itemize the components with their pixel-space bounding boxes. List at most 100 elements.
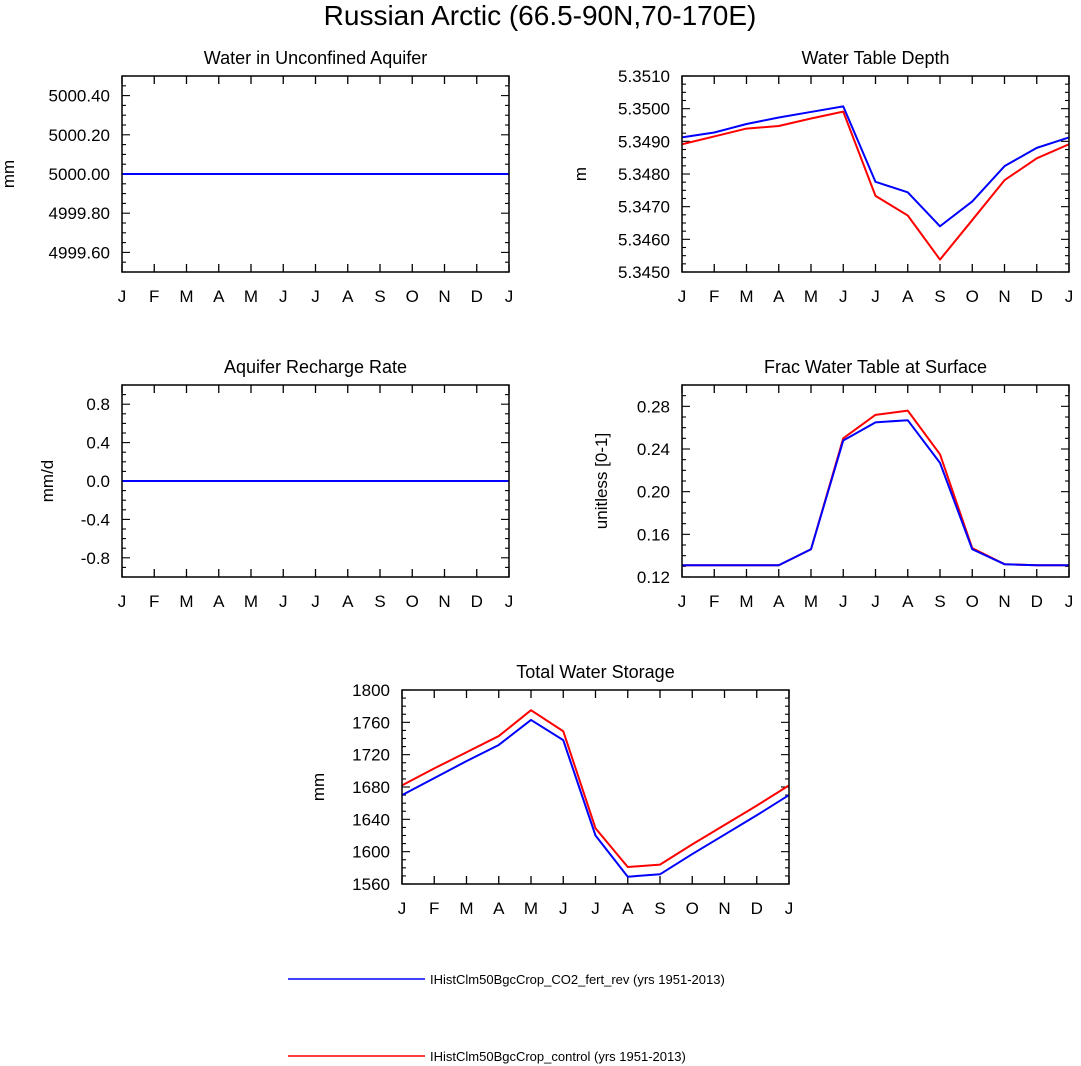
- x-tick-label: A: [773, 592, 785, 611]
- x-tick-label: J: [311, 592, 320, 611]
- series-line-control: [401, 709, 790, 869]
- x-tick-label: J: [678, 287, 687, 306]
- x-tick-label: O: [406, 592, 419, 611]
- x-tick-label: F: [149, 287, 159, 306]
- x-tick-label: M: [244, 287, 258, 306]
- x-tick-label: N: [998, 287, 1010, 306]
- x-tick-label: J: [118, 287, 127, 306]
- series-line-control: [681, 110, 1070, 261]
- x-tick-label: F: [709, 592, 719, 611]
- x-tick-label: D: [751, 899, 763, 918]
- plot-frame: [121, 75, 510, 273]
- y-tick-label: 5000.00: [49, 165, 110, 184]
- x-tick-label: J: [839, 287, 848, 306]
- x-tick-label: J: [871, 592, 880, 611]
- x-tick-label: M: [804, 287, 818, 306]
- x-tick-label: M: [739, 592, 753, 611]
- x-tick-label: N: [438, 592, 450, 611]
- y-tick-label: -0.4: [81, 510, 110, 529]
- y-tick-label: 1680: [352, 778, 390, 797]
- legend: IHistClm50BgcCrop_CO2_fert_rev (yrs 1951…: [288, 972, 725, 1064]
- x-tick-label: O: [406, 287, 419, 306]
- y-tick-label: 5.3450: [618, 263, 670, 282]
- x-tick-label: J: [785, 899, 794, 918]
- x-tick-label: O: [966, 592, 979, 611]
- x-tick-label: A: [213, 287, 225, 306]
- y-tick-label: 0.28: [637, 397, 670, 416]
- y-tick-label: 1640: [352, 810, 390, 829]
- y-tick-label: 1600: [352, 843, 390, 862]
- y-tick-label: 0.0: [86, 472, 110, 491]
- y-tick-label: 5.3480: [618, 165, 670, 184]
- figure-title: Russian Arctic (66.5-90N,70-170E): [324, 0, 757, 31]
- x-tick-label: S: [374, 592, 385, 611]
- y-tick-label: 5.3490: [618, 132, 670, 151]
- x-tick-label: S: [654, 899, 665, 918]
- x-tick-label: J: [279, 592, 288, 611]
- series-line-co2-fert-rev: [682, 419, 1069, 567]
- y-tick-label: 0.8: [86, 395, 110, 414]
- x-tick-label: A: [622, 899, 634, 918]
- x-tick-label: A: [342, 592, 354, 611]
- y-tick-label: 1800: [352, 681, 390, 700]
- y-axis-label: mm/d: [38, 460, 57, 503]
- x-tick-label: J: [118, 592, 127, 611]
- y-tick-label: -0.8: [81, 549, 110, 568]
- y-axis-label: mm: [309, 773, 328, 801]
- legend-label-co2-fert-rev: IHistClm50BgcCrop_CO2_fert_rev (yrs 1951…: [430, 972, 725, 987]
- panel-frac-water-table-at-surface: Frac Water Table at Surface unitless [0-1…: [592, 357, 1073, 611]
- x-tick-label: D: [471, 592, 483, 611]
- x-tick-label: M: [244, 592, 258, 611]
- x-tick-label: M: [179, 592, 193, 611]
- x-tick-label: N: [438, 287, 450, 306]
- panel-title: Frac Water Table at Surface: [764, 357, 987, 377]
- y-tick-label: 0.12: [637, 568, 670, 587]
- y-tick-label: 0.16: [637, 525, 670, 544]
- legend-label-control: IHistClm50BgcCrop_control (yrs 1951-2013…: [430, 1049, 686, 1064]
- x-tick-label: J: [1065, 287, 1074, 306]
- x-tick-label: A: [902, 592, 914, 611]
- x-tick-label: A: [902, 287, 914, 306]
- x-tick-label: D: [1031, 592, 1043, 611]
- x-tick-label: A: [493, 899, 505, 918]
- x-tick-label: J: [678, 592, 687, 611]
- y-tick-label: 5.3470: [618, 198, 670, 217]
- y-tick-label: 5000.20: [49, 126, 110, 145]
- panel-title: Total Water Storage: [516, 662, 674, 682]
- series-line-co2-fert-rev: [681, 105, 1070, 228]
- x-tick-label: S: [934, 287, 945, 306]
- panel-title: Water in Unconfined Aquifer: [204, 48, 427, 68]
- y-tick-label: 5.3510: [618, 67, 670, 86]
- x-tick-label: S: [374, 287, 385, 306]
- x-tick-label: J: [398, 899, 407, 918]
- y-axis-label: m: [571, 167, 590, 181]
- y-tick-label: 0.24: [637, 440, 670, 459]
- x-tick-label: A: [773, 287, 785, 306]
- x-tick-label: J: [311, 287, 320, 306]
- y-tick-label: 1760: [352, 713, 390, 732]
- y-tick-label: 5.3460: [618, 230, 670, 249]
- x-tick-label: J: [591, 899, 600, 918]
- x-tick-label: N: [998, 592, 1010, 611]
- y-tick-label: 1560: [352, 875, 390, 894]
- y-tick-label: 4999.80: [49, 204, 110, 223]
- x-tick-label: M: [459, 899, 473, 918]
- x-tick-label: O: [686, 899, 699, 918]
- x-tick-label: J: [505, 592, 514, 611]
- x-tick-label: F: [429, 899, 439, 918]
- y-tick-label: 0.4: [86, 434, 110, 453]
- series-line-control: [682, 409, 1069, 567]
- y-tick-label: 0.20: [637, 483, 670, 502]
- plot-frame: [681, 384, 1070, 578]
- plot-frame: [681, 75, 1070, 273]
- y-tick-label: 5.3500: [618, 100, 670, 119]
- series-line-co2-fert-rev: [401, 718, 790, 878]
- x-tick-label: A: [213, 592, 225, 611]
- plot-frame: [121, 384, 510, 578]
